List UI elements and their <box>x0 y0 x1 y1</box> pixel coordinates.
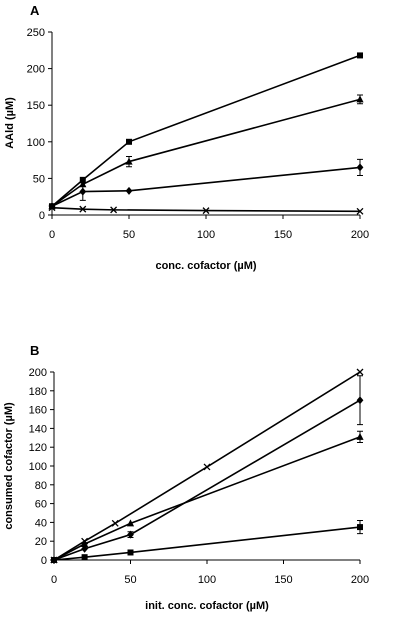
panel-b-y-tick-label: 20 <box>35 536 47 548</box>
panel-b-x-tick-label: 150 <box>274 574 292 586</box>
panel-b-x-tick-label: 50 <box>124 574 136 586</box>
panel-b: B consumed cofactor (µM) init. conc. cof… <box>3 343 369 612</box>
panel-b-y-tick-label: 100 <box>29 461 47 473</box>
panel-a-series-triangle-point <box>356 95 364 103</box>
panel-b-series-x-point <box>356 368 364 376</box>
panel-a-x-tick-label: 200 <box>351 229 369 241</box>
panel-a-series-triangle-line <box>51 98 361 207</box>
panel-a-series-square-point <box>79 176 86 183</box>
panel-b-y-tick-label: 180 <box>29 386 47 398</box>
panel-b-series-triangle-point <box>356 432 364 440</box>
panel-a-x-tick-label: 100 <box>197 229 215 241</box>
panel-b-letter: B <box>30 343 39 358</box>
panel-b-y-tick-label: 40 <box>35 517 47 529</box>
panel-a-y-tick-label: 200 <box>27 64 45 76</box>
panel-b-y-tick-label: 200 <box>29 367 47 379</box>
panel-a-y-tick-label: 0 <box>39 210 45 222</box>
panel-a-y-tick-label: 250 <box>27 27 45 39</box>
panel-b-y-tick-label: 120 <box>29 442 47 454</box>
panel-b-y-tick-label: 140 <box>29 423 47 435</box>
panel-b-plot-area: 0 50 100 150 200 0 20 40 60 80 100 120 140 160 180 200 <box>29 367 370 586</box>
panel-a-x-tick-label: 50 <box>123 229 135 241</box>
panel-b-x-tick-label: 200 <box>351 574 369 586</box>
panel-a-letter: A <box>30 3 40 18</box>
panel-b-series-diamond-line <box>53 399 361 561</box>
panel-b-y-tick-label: 160 <box>29 405 47 417</box>
panel-a-series-triangle-point <box>125 157 133 165</box>
panel-a-series-diamond-line <box>51 166 361 207</box>
panel-b-series-square-point <box>81 554 88 561</box>
panel-b-x-tick-label: 100 <box>198 574 216 586</box>
panel-b-series-square-line <box>53 526 361 561</box>
panel-b-series-diamond-point <box>356 396 364 405</box>
panel-b-series-diamond-point <box>81 544 88 553</box>
panel-a-x-axis-title: conc. cofactor (µM) <box>155 260 256 272</box>
panel-b-y-tick-label: 0 <box>41 555 47 567</box>
panel-a-series-x-point <box>202 207 210 215</box>
panel-a-series-square-point <box>126 138 132 145</box>
panel-b-series-triangle-line <box>53 436 361 561</box>
panel-a-y-tick-label: 50 <box>33 173 45 185</box>
panel-b-series-x-point <box>203 463 211 471</box>
panel-a: A AAld (µM) conc. cofactor (µM) 0 50 100 15… <box>4 3 369 272</box>
panel-b-y-tick-label: 60 <box>35 499 47 511</box>
panel-b-series-square-point <box>51 557 57 563</box>
panel-b-x-axis-title: init. conc. cofactor (µM) <box>145 600 269 612</box>
panel-b-series-square-point <box>357 524 363 531</box>
panel-b-y-axis-title: consumed cofactor (µM) <box>3 402 15 530</box>
panel-a-series-x-point <box>79 205 87 213</box>
panel-b-series-triangle-point <box>81 540 89 548</box>
panel-a-y-tick-label: 100 <box>27 137 45 149</box>
panel-a-x-tick-label: 0 <box>49 229 55 241</box>
panel-a-series-x-point <box>48 204 56 212</box>
panel-a-plot-area: 0 50 100 150 200 0 50 100 150 200 250 <box>27 27 370 241</box>
panel-a-series-square-point <box>357 52 363 59</box>
panel-a-series-diamond-point <box>356 163 364 172</box>
panel-a-series-x-point <box>356 207 364 215</box>
panel-b-x-tick-label: 0 <box>51 574 57 586</box>
panel-a-y-tick-label: 150 <box>27 100 45 112</box>
panel-b-y-tick-label: 80 <box>35 480 47 492</box>
panel-b-series-square-point <box>127 549 134 556</box>
panel-a-series-diamond-point <box>125 186 133 195</box>
panel-a-series-diamond-point <box>79 187 87 196</box>
panel-b-series-x-point <box>111 519 119 527</box>
panel-a-x-tick-label: 150 <box>274 229 292 241</box>
panel-a-y-axis-title: AAld (µM) <box>4 97 16 149</box>
panel-a-series-square-line <box>51 54 361 207</box>
panel-b-series-triangle-point <box>126 519 135 527</box>
panel-b-series-diamond-point <box>127 530 134 539</box>
panel-a-series-x-point <box>110 206 118 214</box>
